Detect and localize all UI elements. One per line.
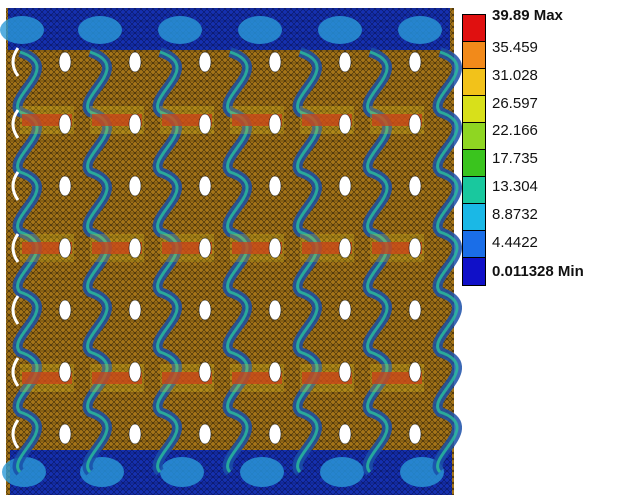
edge-slit bbox=[11, 295, 20, 325]
band-spots bbox=[0, 16, 444, 487]
hole bbox=[338, 299, 352, 321]
legend-level-2: 31.028 bbox=[492, 67, 538, 84]
legend-level-6: 13.304 bbox=[492, 178, 538, 195]
hole bbox=[198, 237, 212, 259]
hole bbox=[58, 299, 72, 321]
hole bbox=[338, 237, 352, 259]
hole bbox=[58, 51, 72, 73]
band-spot bbox=[320, 457, 364, 487]
hole bbox=[58, 361, 72, 383]
color-bar-segment bbox=[463, 42, 485, 69]
hole bbox=[268, 361, 282, 383]
band-spot bbox=[0, 16, 44, 44]
edge-slit bbox=[11, 419, 20, 449]
color-bar bbox=[462, 14, 486, 286]
hole bbox=[58, 423, 72, 445]
color-bar-segment bbox=[463, 150, 485, 177]
color-bar-segment bbox=[463, 15, 485, 42]
color-bar-segment bbox=[463, 177, 485, 204]
hole bbox=[408, 113, 422, 135]
color-bar-segment bbox=[463, 258, 485, 285]
edge-slit bbox=[11, 109, 20, 139]
band-spot bbox=[160, 457, 204, 487]
edge-slit bbox=[11, 357, 20, 387]
legend-max-label: 39.89 Max bbox=[492, 7, 563, 24]
edge-slit bbox=[11, 171, 20, 201]
hole bbox=[198, 175, 212, 197]
hole bbox=[58, 113, 72, 135]
color-bar-segment bbox=[463, 96, 485, 123]
hole bbox=[268, 51, 282, 73]
hole bbox=[408, 423, 422, 445]
top-band bbox=[8, 8, 450, 50]
hole bbox=[408, 175, 422, 197]
hole bbox=[58, 237, 72, 259]
hole bbox=[338, 51, 352, 73]
edge-slit bbox=[11, 47, 20, 77]
hole bbox=[338, 113, 352, 135]
hole bbox=[198, 361, 212, 383]
color-bar-segment bbox=[463, 69, 485, 96]
hole bbox=[128, 175, 142, 197]
hole bbox=[408, 299, 422, 321]
legend-level-4: 22.166 bbox=[492, 122, 538, 139]
hole bbox=[128, 423, 142, 445]
color-bar-segment bbox=[463, 204, 485, 231]
hole bbox=[128, 51, 142, 73]
hole bbox=[268, 175, 282, 197]
hole bbox=[338, 423, 352, 445]
hole bbox=[408, 237, 422, 259]
legend-level-7: 8.8732 bbox=[492, 206, 538, 223]
hole bbox=[198, 423, 212, 445]
hole bbox=[268, 299, 282, 321]
hole bbox=[338, 361, 352, 383]
hole bbox=[268, 113, 282, 135]
color-bar-segment bbox=[463, 123, 485, 150]
hole bbox=[408, 51, 422, 73]
band-spot bbox=[240, 457, 284, 487]
band-spot bbox=[78, 16, 122, 44]
legend-level-8: 4.4422 bbox=[492, 234, 538, 251]
hole bbox=[128, 237, 142, 259]
hole bbox=[198, 113, 212, 135]
edge-slit bbox=[11, 233, 20, 263]
hole bbox=[408, 361, 422, 383]
hole bbox=[198, 51, 212, 73]
band-spot bbox=[158, 16, 202, 44]
holes bbox=[11, 47, 422, 449]
legend-level-5: 17.735 bbox=[492, 150, 538, 167]
hole bbox=[58, 175, 72, 197]
hole bbox=[128, 113, 142, 135]
hole bbox=[128, 299, 142, 321]
color-bar-segment bbox=[463, 231, 485, 258]
hole bbox=[198, 299, 212, 321]
legend-level-3: 26.597 bbox=[492, 95, 538, 112]
hole bbox=[268, 423, 282, 445]
band-spot bbox=[318, 16, 362, 44]
legend-min-label: 0.011328 Min bbox=[492, 263, 584, 280]
hole bbox=[128, 361, 142, 383]
color-legend: 39.89 Max 35.459 31.028 26.597 22.166 17… bbox=[462, 8, 632, 298]
hole bbox=[338, 175, 352, 197]
band-spot bbox=[398, 16, 442, 44]
strut-edge bbox=[436, 50, 459, 474]
stress-contour-plot bbox=[0, 8, 462, 495]
hole bbox=[268, 237, 282, 259]
band-spot bbox=[238, 16, 282, 44]
legend-level-1: 35.459 bbox=[492, 39, 538, 56]
